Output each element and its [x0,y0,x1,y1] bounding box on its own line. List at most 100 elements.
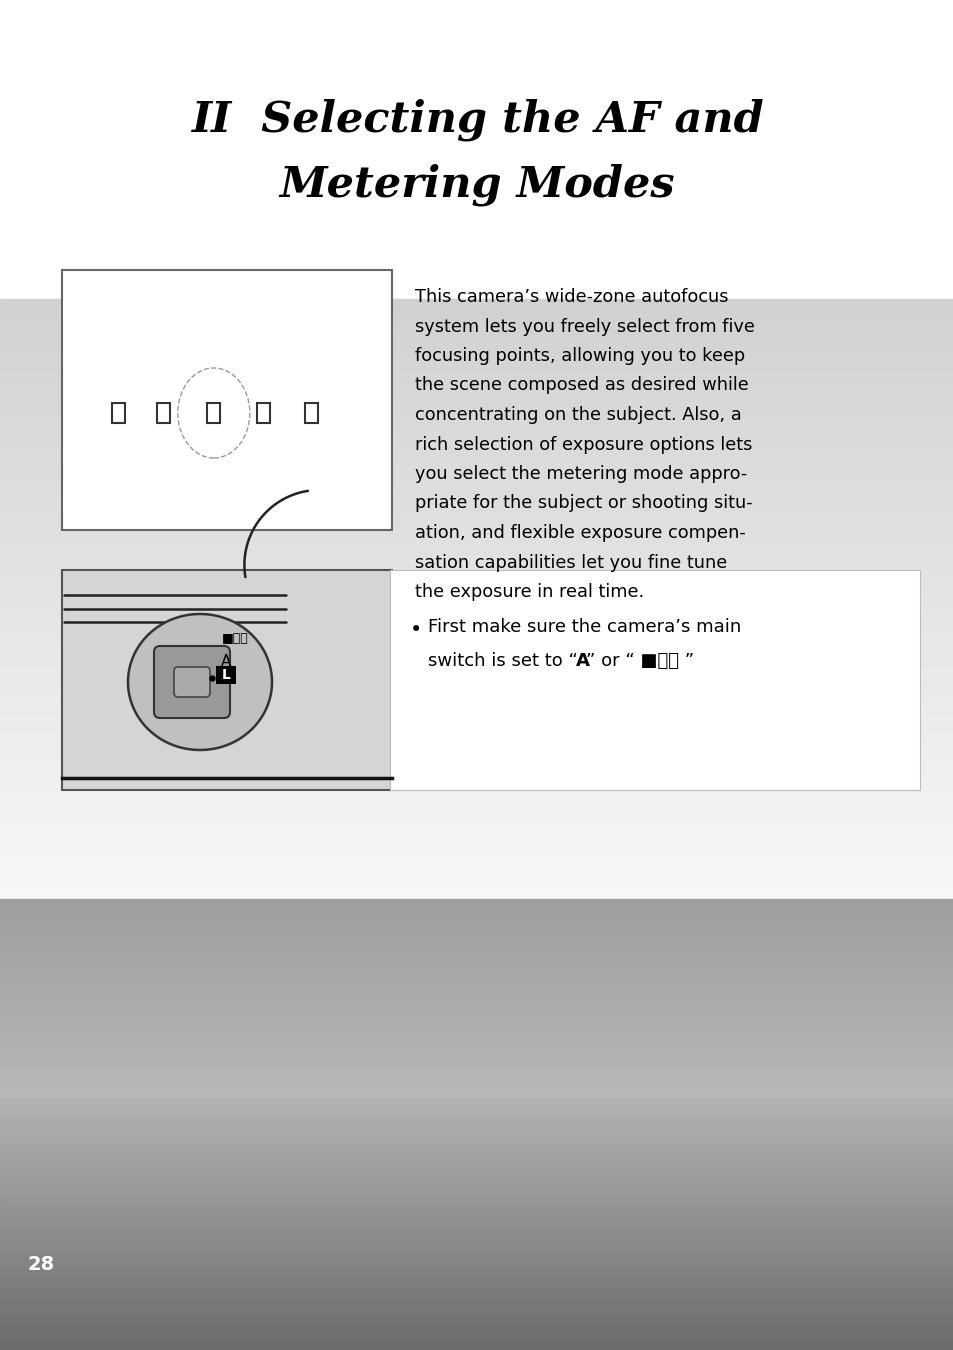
Bar [0,933,953,936]
Bar [0,320,953,324]
Bar [0,1091,953,1094]
Bar [0,1066,953,1071]
Bar [0,506,953,510]
Bar [0,590,953,594]
Bar [0,1156,953,1160]
Bar [0,668,953,672]
Bar [0,1268,953,1272]
Bar [0,1152,953,1156]
Bar [0,710,953,714]
Bar [0,509,953,513]
Bar [207,404,220,423]
Bar [0,872,953,876]
Polygon shape [128,614,272,751]
Bar [0,983,953,986]
Bar [0,899,953,902]
Bar [0,752,953,756]
Bar [0,1073,953,1076]
Bar [0,1004,953,1008]
Bar [0,776,953,780]
Bar [0,653,953,657]
Bar [0,1023,953,1026]
Bar [0,1202,953,1207]
Bar [0,875,953,879]
Bar [0,740,953,744]
Bar [0,1261,953,1266]
Bar [0,686,953,690]
Text: switch is set to “: switch is set to “ [428,652,578,670]
Bar [0,975,953,977]
Bar [0,927,953,930]
Bar [0,703,953,707]
Bar [0,1031,953,1034]
Bar [0,884,953,888]
Bar [0,666,953,670]
Bar [0,882,953,886]
Bar [0,632,953,636]
Bar [0,1075,953,1079]
Bar [0,940,953,942]
Bar [0,1058,953,1062]
Bar [0,863,953,867]
Bar [0,676,953,680]
Bar [0,1130,953,1134]
Bar [0,949,953,952]
Bar [0,919,953,922]
Bar [0,815,953,819]
Bar [0,1095,953,1098]
Bar [0,1299,953,1303]
Bar [0,931,953,934]
Bar [0,954,953,958]
Text: Metering Modes: Metering Modes [279,163,674,207]
Bar [0,929,953,932]
Bar [0,1146,953,1150]
Bar [0,1258,953,1262]
Text: ” or “ ■⧖⧖ ”: ” or “ ■⧖⧖ ” [585,652,694,670]
Bar [0,1187,953,1191]
Bar [0,890,953,894]
Bar [0,494,953,498]
Bar [0,472,953,477]
Bar [0,1048,953,1050]
Bar [0,1061,953,1064]
Bar [0,774,953,778]
Bar [0,315,953,319]
Bar [0,1265,953,1269]
Bar [0,1289,953,1293]
Text: sation capabilities let you fine tune: sation capabilities let you fine tune [415,554,726,571]
Bar [0,614,953,618]
Bar [0,824,953,828]
Bar [0,1330,953,1334]
Bar [0,450,953,454]
Bar [0,602,953,606]
Bar [0,683,953,687]
Bar [0,487,953,491]
Bar [0,958,953,963]
Bar [0,531,953,535]
Bar [0,460,953,464]
Bar [0,401,953,405]
Text: II  Selecting the AF and: II Selecting the AF and [191,99,762,142]
Bar [0,1137,953,1141]
Bar [0,338,953,342]
Bar [0,317,953,321]
Bar [0,649,953,653]
Bar [0,437,953,441]
Bar [0,298,953,302]
Bar [0,749,953,753]
Bar [0,1184,953,1188]
Bar [0,1239,953,1243]
Bar [0,1296,953,1300]
Text: you select the metering mode appro-: you select the metering mode appro- [415,464,746,483]
Bar [0,551,953,555]
Bar [0,1049,953,1052]
Bar [0,524,953,528]
Bar [0,1069,953,1072]
Bar [0,1134,953,1138]
Bar [0,1033,953,1035]
Bar [0,937,953,940]
Bar [0,811,953,815]
Bar [0,971,953,973]
Text: concentrating on the subject. Also, a: concentrating on the subject. Also, a [415,406,741,424]
Bar [0,1083,953,1085]
